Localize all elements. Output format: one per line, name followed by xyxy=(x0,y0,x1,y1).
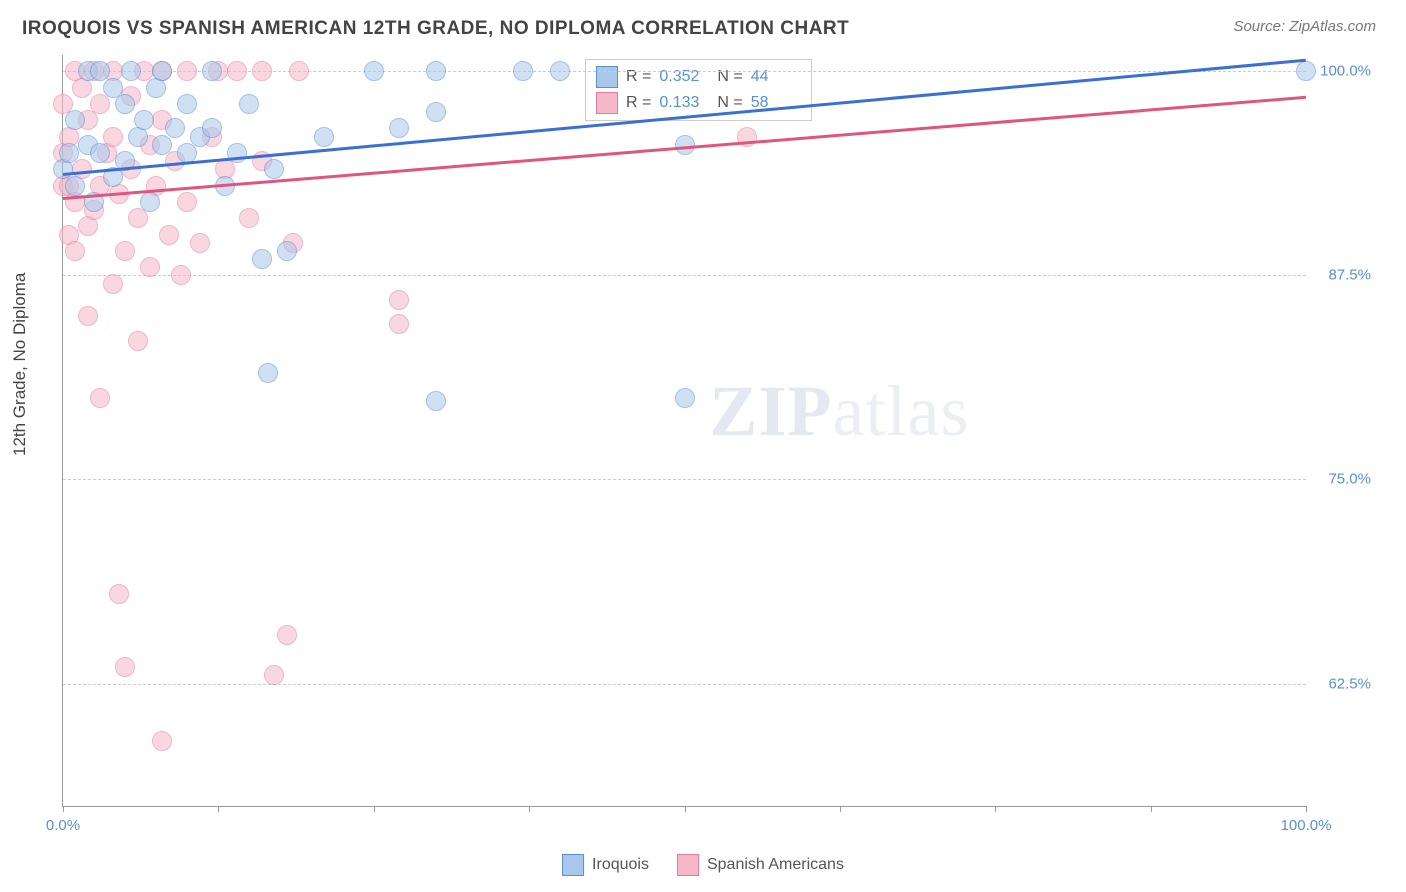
watermark-light: atlas xyxy=(832,371,969,451)
data-point xyxy=(550,61,570,81)
stat-r-label: R = xyxy=(626,94,651,112)
stat-r-value: 0.133 xyxy=(659,94,709,112)
data-point xyxy=(389,290,409,310)
data-point xyxy=(90,388,110,408)
data-point xyxy=(239,208,259,228)
legend-swatch xyxy=(596,66,618,88)
stat-n-label: N = xyxy=(717,94,742,112)
data-point xyxy=(121,61,141,81)
data-point xyxy=(140,257,160,277)
data-point xyxy=(177,94,197,114)
x-tick xyxy=(529,806,530,812)
title-bar: IROQUOIS VS SPANISH AMERICAN 12TH GRADE,… xyxy=(0,0,1406,48)
watermark-bold: ZIP xyxy=(709,371,832,451)
x-tick xyxy=(218,806,219,812)
gridline-h xyxy=(63,479,1306,480)
y-tick-label: 100.0% xyxy=(1320,63,1371,80)
data-point xyxy=(252,61,272,81)
data-point xyxy=(426,391,446,411)
legend-label: Spanish Americans xyxy=(707,856,844,874)
bottom-legend: Iroquois Spanish Americans xyxy=(562,854,844,876)
data-point xyxy=(65,241,85,261)
data-point xyxy=(128,208,148,228)
data-point xyxy=(202,61,222,81)
y-axis-label: 12th Grade, No Diploma xyxy=(10,273,30,456)
data-point xyxy=(152,135,172,155)
gridline-h xyxy=(63,275,1306,276)
data-point xyxy=(109,584,129,604)
data-point xyxy=(90,143,110,163)
data-point xyxy=(202,118,222,138)
data-point xyxy=(177,61,197,81)
data-point xyxy=(134,110,154,130)
data-point xyxy=(177,192,197,212)
data-point xyxy=(252,249,272,269)
y-tick-label: 62.5% xyxy=(1328,675,1371,692)
scatter-plot: ZIPatlas R =0.352N =44R =0.133N =58 62.5… xyxy=(62,55,1306,807)
legend-swatch xyxy=(677,854,699,876)
data-point xyxy=(152,731,172,751)
data-point xyxy=(90,94,110,114)
data-point xyxy=(59,143,79,163)
legend-swatch xyxy=(596,92,618,114)
data-point xyxy=(78,306,98,326)
data-point xyxy=(239,94,259,114)
legend-item: Spanish Americans xyxy=(677,854,844,876)
data-point xyxy=(159,225,179,245)
data-point xyxy=(277,241,297,261)
data-point xyxy=(289,61,309,81)
data-point xyxy=(190,233,210,253)
data-point xyxy=(115,94,135,114)
legend-swatch xyxy=(562,854,584,876)
data-point xyxy=(675,388,695,408)
stats-legend-row: R =0.352N =44 xyxy=(596,64,801,90)
legend-item: Iroquois xyxy=(562,854,649,876)
plot-wrap: 12th Grade, No Diploma ZIPatlas R =0.352… xyxy=(50,55,1376,837)
x-tick-label: 0.0% xyxy=(46,817,80,834)
chart-title: IROQUOIS VS SPANISH AMERICAN 12TH GRADE,… xyxy=(22,18,849,40)
data-point xyxy=(115,241,135,261)
x-tick xyxy=(63,806,64,812)
data-point xyxy=(152,61,172,81)
data-point xyxy=(1296,61,1316,81)
data-point xyxy=(513,61,533,81)
data-point xyxy=(140,192,160,212)
data-point xyxy=(227,61,247,81)
gridline-h xyxy=(63,71,1306,72)
stats-legend: R =0.352N =44R =0.133N =58 xyxy=(585,59,812,121)
watermark: ZIPatlas xyxy=(709,370,969,453)
data-point xyxy=(171,265,191,285)
x-tick-label: 100.0% xyxy=(1281,817,1332,834)
data-point xyxy=(165,118,185,138)
data-point xyxy=(364,61,384,81)
data-point xyxy=(128,331,148,351)
data-point xyxy=(314,127,334,147)
data-point xyxy=(115,657,135,677)
y-tick-label: 87.5% xyxy=(1328,267,1371,284)
x-tick xyxy=(685,806,686,812)
data-point xyxy=(426,102,446,122)
data-point xyxy=(264,665,284,685)
x-tick xyxy=(995,806,996,812)
data-point xyxy=(389,118,409,138)
x-tick xyxy=(374,806,375,812)
data-point xyxy=(65,110,85,130)
data-point xyxy=(277,625,297,645)
data-point xyxy=(426,61,446,81)
data-point xyxy=(264,159,284,179)
x-tick xyxy=(1151,806,1152,812)
data-point xyxy=(65,176,85,196)
source-label: Source: ZipAtlas.com xyxy=(1233,18,1376,35)
y-tick-label: 75.0% xyxy=(1328,471,1371,488)
gridline-h xyxy=(63,684,1306,685)
legend-label: Iroquois xyxy=(592,856,649,874)
x-tick xyxy=(840,806,841,812)
data-point xyxy=(258,363,278,383)
x-tick xyxy=(1306,806,1307,812)
data-point xyxy=(103,274,123,294)
data-point xyxy=(389,314,409,334)
stats-legend-row: R =0.133N =58 xyxy=(596,90,801,116)
